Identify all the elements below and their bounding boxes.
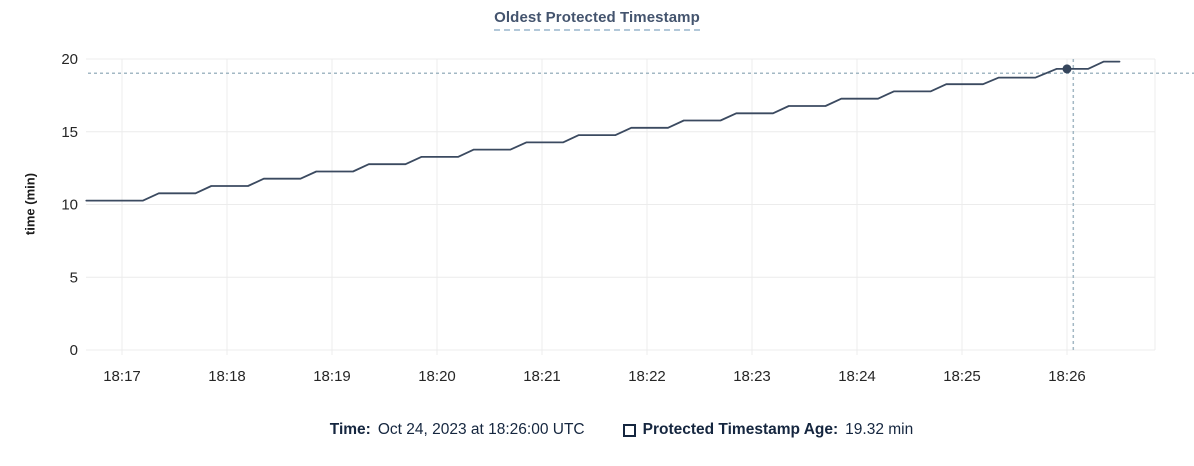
x-tick-label: 18:19 (313, 368, 351, 385)
legend-item-protected-timestamp-age[interactable]: Protected Timestamp Age: 19.32 min (622, 419, 914, 441)
x-tick-label: 18:17 (103, 368, 141, 385)
legend-value: 19.32 min (845, 421, 914, 438)
y-tick-label: 20 (61, 51, 78, 68)
x-tick-label: 18:23 (733, 368, 771, 385)
x-tick-label: 18:21 (523, 368, 561, 385)
y-tick-label: 10 (61, 197, 78, 214)
x-tick-label: 18:20 (418, 368, 456, 385)
legend-swatch-checkbox[interactable] (622, 423, 636, 437)
x-tick-label: 18:26 (1048, 368, 1086, 385)
chart-title[interactable]: Oldest Protected Timestamp (494, 9, 700, 31)
time-value: Oct 24, 2023 at 18:26:00 UTC (377, 421, 585, 438)
x-tick-label: 18:18 (208, 368, 246, 385)
timeseries-chart[interactable]: 0 5 10 15 20 18:17 18:18 18:19 18:20 18:21 18:22 18… (0, 0, 1194, 396)
time-label: Time: (329, 421, 371, 438)
y-tick-label: 5 (70, 269, 78, 286)
y-tick-label: 0 (70, 342, 78, 359)
hover-point (1062, 64, 1072, 74)
series-line-protected-timestamp-age (85, 60, 1121, 202)
x-tick-label: 18:24 (838, 368, 876, 385)
x-tick-label: 18:22 (628, 368, 666, 385)
x-tick-label: 18:25 (943, 368, 981, 385)
hover-readout: Time: Oct 24, 2023 at 18:26:00 UTC Prote… (88, 419, 1155, 441)
title-row: Oldest Protected Timestamp (0, 9, 1194, 31)
legend-label: Protected Timestamp Age: (642, 421, 839, 438)
y-tick-label: 15 (61, 124, 78, 141)
